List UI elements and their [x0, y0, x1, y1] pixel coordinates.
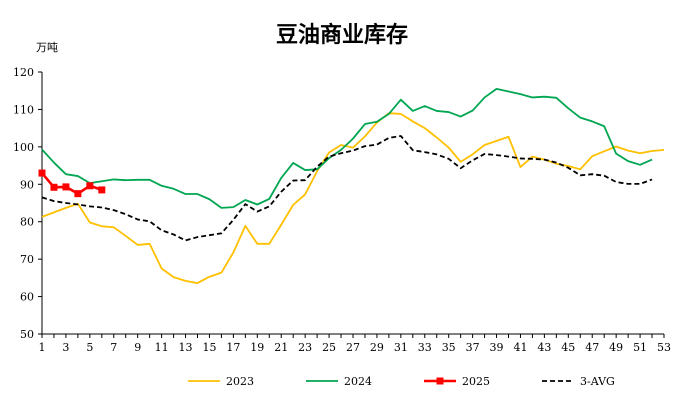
- legend-label-3-avg: 3-AVG: [580, 375, 615, 388]
- x-tick-label: 21: [274, 341, 288, 354]
- x-tick-label: 33: [418, 341, 432, 354]
- legend: 2023 2024 2025 3-AVG: [188, 375, 615, 388]
- x-tick-label: 5: [86, 341, 93, 354]
- data-point-2025: [50, 183, 58, 191]
- x-tick-label: 45: [561, 341, 575, 354]
- x-tick-label: 11: [155, 341, 169, 354]
- y-tick-label: 100: [13, 141, 34, 154]
- x-tick-label: 37: [466, 341, 480, 354]
- data-point-2025: [98, 186, 106, 194]
- x-tick-label: 39: [490, 341, 504, 354]
- x-tick-label: 27: [346, 341, 360, 354]
- y-tick-label: 90: [20, 178, 34, 191]
- x-tick-label: 3: [62, 341, 69, 354]
- y-tick-label: 60: [20, 291, 34, 304]
- data-point-2025: [62, 183, 70, 191]
- data-point-2025: [38, 169, 46, 177]
- x-tick-label: 15: [202, 341, 216, 354]
- legend-label-2024: 2024: [344, 375, 372, 388]
- y-tick-label: 50: [20, 328, 34, 341]
- x-tick-label: 47: [585, 341, 599, 354]
- legend-label-2023: 2023: [226, 375, 254, 388]
- x-tick-label: 53: [657, 341, 671, 354]
- x-tick-label: 17: [226, 341, 240, 354]
- legend-marker-2025: [436, 377, 444, 385]
- x-tick-label: 9: [134, 341, 141, 354]
- x-tick-label: 25: [322, 341, 336, 354]
- x-tick-label: 49: [609, 341, 623, 354]
- x-tick-label: 51: [633, 341, 647, 354]
- x-tick-label: 23: [298, 341, 312, 354]
- y-tick-label: 120: [13, 66, 34, 79]
- unit-label: 万吨: [36, 41, 58, 54]
- x-tick-label: 13: [179, 341, 193, 354]
- x-tick-label: 1: [39, 341, 46, 354]
- x-tick-label: 31: [394, 341, 408, 354]
- series-line-3-avg: [41, 135, 653, 242]
- chart-title: 豆油商业库存: [276, 22, 408, 48]
- x-tick-label: 7: [110, 341, 117, 354]
- y-tick-label: 70: [20, 253, 34, 266]
- legend-label-2025: 2025: [462, 375, 490, 388]
- x-tick-label: 43: [537, 341, 551, 354]
- y-tick-label: 110: [13, 103, 34, 116]
- x-tick-label: 35: [442, 341, 456, 354]
- x-tick-label: 19: [250, 341, 264, 354]
- x-tick-label: 29: [370, 341, 384, 354]
- data-point-2025: [86, 182, 94, 190]
- series-layer: [38, 87, 665, 285]
- y-tick-label: 80: [20, 216, 34, 229]
- data-point-2025: [74, 190, 82, 198]
- x-tick-label: 41: [513, 341, 527, 354]
- series-line-2024: [41, 87, 653, 209]
